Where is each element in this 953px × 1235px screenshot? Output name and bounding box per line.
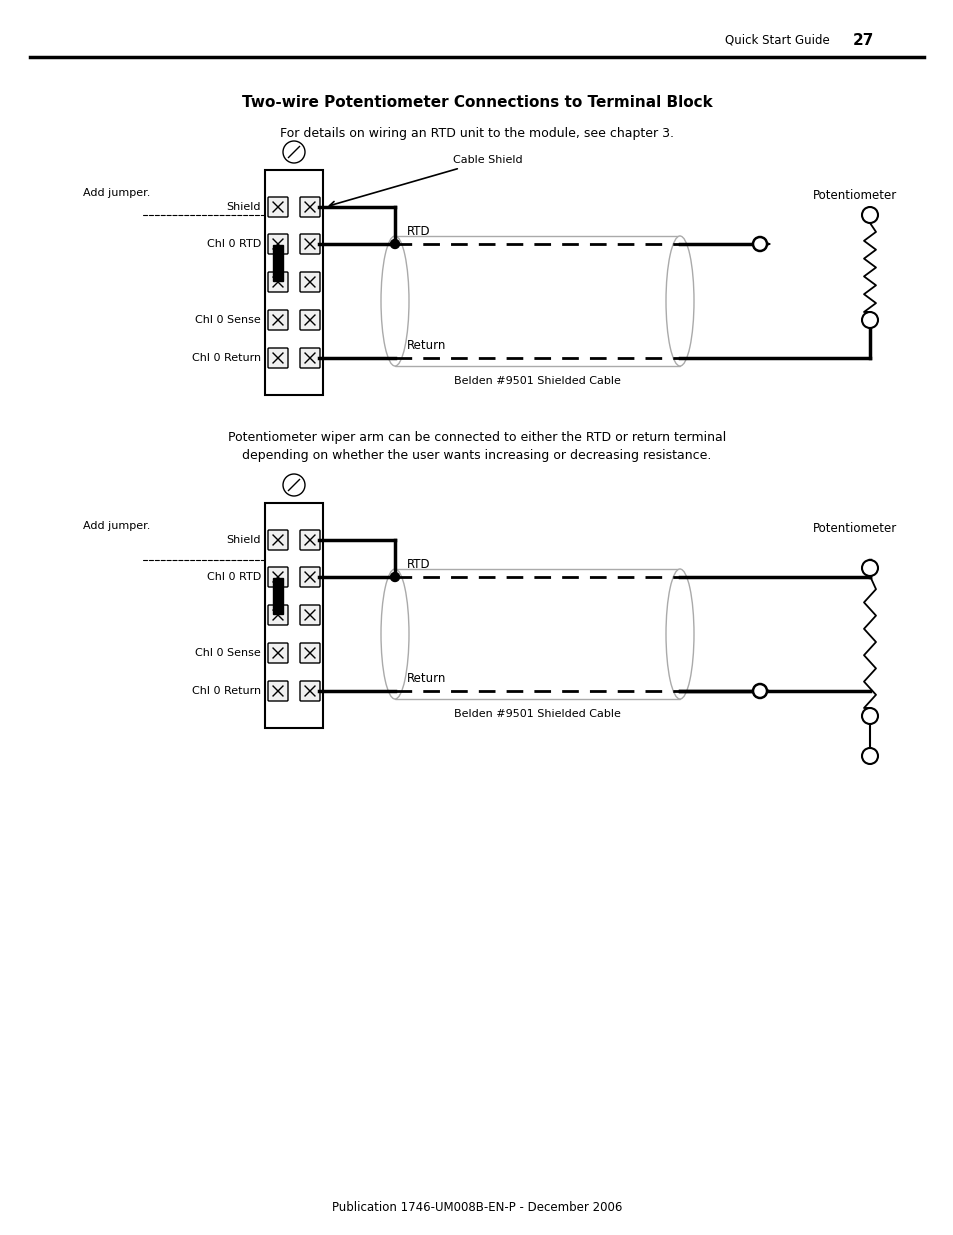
Circle shape (283, 141, 305, 163)
Text: Shield: Shield (226, 203, 261, 212)
FancyBboxPatch shape (299, 233, 319, 254)
Text: Belden #9501 Shielded Cable: Belden #9501 Shielded Cable (454, 375, 620, 387)
Text: Potentiometer: Potentiometer (812, 521, 896, 535)
Text: Chl 0 Sense: Chl 0 Sense (195, 648, 261, 658)
Circle shape (862, 748, 877, 764)
Text: Chl 0 Return: Chl 0 Return (192, 685, 261, 697)
Circle shape (390, 240, 399, 248)
FancyBboxPatch shape (299, 272, 319, 291)
Circle shape (390, 573, 399, 582)
Bar (395, 569, 679, 699)
Text: 27: 27 (852, 32, 874, 47)
Text: Add jumper.: Add jumper. (83, 188, 151, 198)
FancyBboxPatch shape (299, 198, 319, 217)
Text: Cable Shield: Cable Shield (453, 156, 522, 165)
FancyBboxPatch shape (268, 348, 288, 368)
Text: Potentiometer: Potentiometer (812, 189, 896, 201)
Circle shape (862, 312, 877, 329)
FancyBboxPatch shape (299, 643, 319, 663)
Text: RTD: RTD (407, 225, 430, 238)
Text: Chl 0 RTD: Chl 0 RTD (207, 240, 261, 249)
Bar (273, 245, 283, 282)
Circle shape (752, 684, 766, 698)
Text: Quick Start Guide: Quick Start Guide (724, 33, 829, 47)
Ellipse shape (665, 569, 693, 699)
FancyBboxPatch shape (268, 272, 288, 291)
FancyBboxPatch shape (299, 680, 319, 701)
Text: Chl 0 Sense: Chl 0 Sense (195, 315, 261, 325)
Bar (265, 170, 323, 395)
Circle shape (283, 474, 305, 496)
Circle shape (862, 207, 877, 224)
Ellipse shape (380, 236, 409, 366)
Text: RTD: RTD (407, 558, 430, 571)
FancyBboxPatch shape (268, 530, 288, 550)
Circle shape (752, 237, 766, 251)
Text: Two-wire Potentiometer Connections to Terminal Block: Two-wire Potentiometer Connections to Te… (241, 95, 712, 110)
FancyBboxPatch shape (268, 680, 288, 701)
Text: depending on whether the user wants increasing or decreasing resistance.: depending on whether the user wants incr… (242, 450, 711, 462)
FancyBboxPatch shape (299, 605, 319, 625)
FancyBboxPatch shape (299, 530, 319, 550)
Text: Return: Return (407, 672, 446, 685)
FancyBboxPatch shape (299, 348, 319, 368)
Text: Return: Return (407, 338, 446, 352)
Text: Belden #9501 Shielded Cable: Belden #9501 Shielded Cable (454, 709, 620, 719)
FancyBboxPatch shape (268, 198, 288, 217)
Bar (395, 236, 679, 366)
FancyBboxPatch shape (268, 643, 288, 663)
FancyBboxPatch shape (299, 567, 319, 587)
Text: Potentiometer wiper arm can be connected to either the RTD or return terminal: Potentiometer wiper arm can be connected… (228, 431, 725, 443)
FancyBboxPatch shape (268, 233, 288, 254)
Text: Shield: Shield (226, 535, 261, 545)
Text: Add jumper.: Add jumper. (83, 521, 151, 531)
Circle shape (862, 559, 877, 576)
FancyBboxPatch shape (268, 605, 288, 625)
Text: For details on wiring an RTD unit to the module, see chapter 3.: For details on wiring an RTD unit to the… (280, 126, 673, 140)
Circle shape (862, 708, 877, 724)
Bar (265, 503, 323, 727)
Bar (273, 578, 283, 614)
FancyBboxPatch shape (268, 567, 288, 587)
FancyBboxPatch shape (299, 310, 319, 330)
Ellipse shape (380, 569, 409, 699)
FancyBboxPatch shape (268, 310, 288, 330)
Text: Chl 0 RTD: Chl 0 RTD (207, 572, 261, 582)
Text: Chl 0 Return: Chl 0 Return (192, 353, 261, 363)
Ellipse shape (665, 236, 693, 366)
Text: Publication 1746-UM008B-EN-P - December 2006: Publication 1746-UM008B-EN-P - December … (332, 1202, 621, 1214)
